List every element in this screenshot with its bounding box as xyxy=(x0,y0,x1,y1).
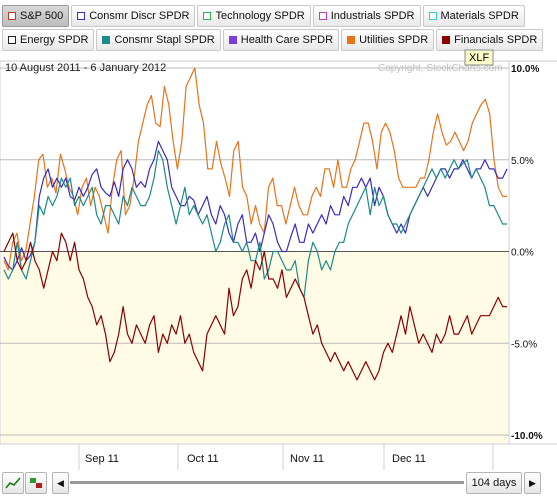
performance-chart[interactable]: 10.0% 5.0% 0.0% -5.0% -10.0% Sep 11 Oct 11 Nov… xyxy=(0,0,557,470)
color-swatch-icon xyxy=(347,36,356,44)
sector-toggle-button[interactable]: Materials SPDR xyxy=(422,5,525,27)
button-label: Energy SPDR xyxy=(20,34,89,46)
sector-toggle-button[interactable]: Health Care SPDR xyxy=(222,29,340,51)
scroll-right-button[interactable]: ▶ xyxy=(524,472,541,494)
series-line xyxy=(3,232,507,381)
sector-toggle-button[interactable]: Energy SPDR xyxy=(2,29,95,51)
button-label: Consmr Stapl SPDR xyxy=(114,34,215,46)
x-tick-label: Oct 11 xyxy=(187,453,219,465)
button-label: Technology SPDR xyxy=(215,10,305,22)
sector-toggle-button[interactable]: S&P 500 xyxy=(2,5,70,27)
button-label: Financials SPDR xyxy=(454,34,538,46)
line-chart-icon[interactable] xyxy=(2,472,24,494)
button-label: Utilities SPDR xyxy=(359,34,429,46)
color-swatch-icon xyxy=(318,12,327,20)
button-label: Consmr Discr SPDR xyxy=(89,10,190,22)
y-tick-label: 10.0% xyxy=(511,64,539,75)
color-swatch-icon xyxy=(203,12,212,20)
scroll-left-button[interactable]: ◀ xyxy=(52,472,69,494)
button-label: S&P 500 xyxy=(20,10,64,22)
bar-chart-icon[interactable] xyxy=(25,472,47,494)
color-swatch-icon xyxy=(102,36,111,44)
y-tick-label: 5.0% xyxy=(511,156,534,167)
sector-toggle-button[interactable]: Industrials SPDR xyxy=(312,5,421,27)
tooltip-label: XLF xyxy=(469,52,489,64)
color-swatch-icon xyxy=(228,36,237,44)
color-swatch-icon xyxy=(8,36,16,44)
copyright-text: Copyright, StockCharts.com xyxy=(378,63,503,74)
date-range-label: 10 August 2011 - 6 January 2012 xyxy=(5,62,166,74)
sector-toggle-button[interactable]: Technology SPDR xyxy=(197,5,311,27)
y-tick-label: 0.0% xyxy=(511,248,534,259)
sector-button-row-2: Energy SPDR Consmr Stapl SPDR Health Care … xyxy=(0,28,544,52)
button-label: Industrials SPDR xyxy=(330,10,415,22)
button-label: Health Care SPDR xyxy=(240,34,334,46)
color-swatch-icon xyxy=(428,12,437,20)
button-label: Materials SPDR xyxy=(440,10,519,22)
sector-toggle-button[interactable]: Consmr Stapl SPDR xyxy=(96,29,221,51)
y-tick-label: -5.0% xyxy=(511,339,537,350)
sector-toggle-button[interactable]: Consmr Discr SPDR xyxy=(71,5,196,27)
color-swatch-icon xyxy=(442,36,451,44)
timeline-track[interactable] xyxy=(70,481,464,484)
sector-button-row-1: S&P 500 Consmr Discr SPDR Technology SPDR I… xyxy=(0,4,525,28)
xlf-tooltip: XLF xyxy=(464,49,494,66)
negative-zone-shade xyxy=(1,251,508,443)
y-tick-label: -10.0% xyxy=(511,431,543,442)
x-tick-label: Dec 11 xyxy=(392,453,426,465)
x-tick-label: Sep 11 xyxy=(85,453,119,465)
color-swatch-icon xyxy=(8,12,16,20)
bottom-toolbar: ◀ 104 days ▶ xyxy=(0,470,557,497)
sector-toggle-button[interactable]: Utilities SPDR xyxy=(341,29,435,51)
color-swatch-icon xyxy=(77,12,86,20)
days-range-box[interactable]: 104 days xyxy=(466,472,522,494)
x-tick-label: Nov 11 xyxy=(290,453,324,465)
